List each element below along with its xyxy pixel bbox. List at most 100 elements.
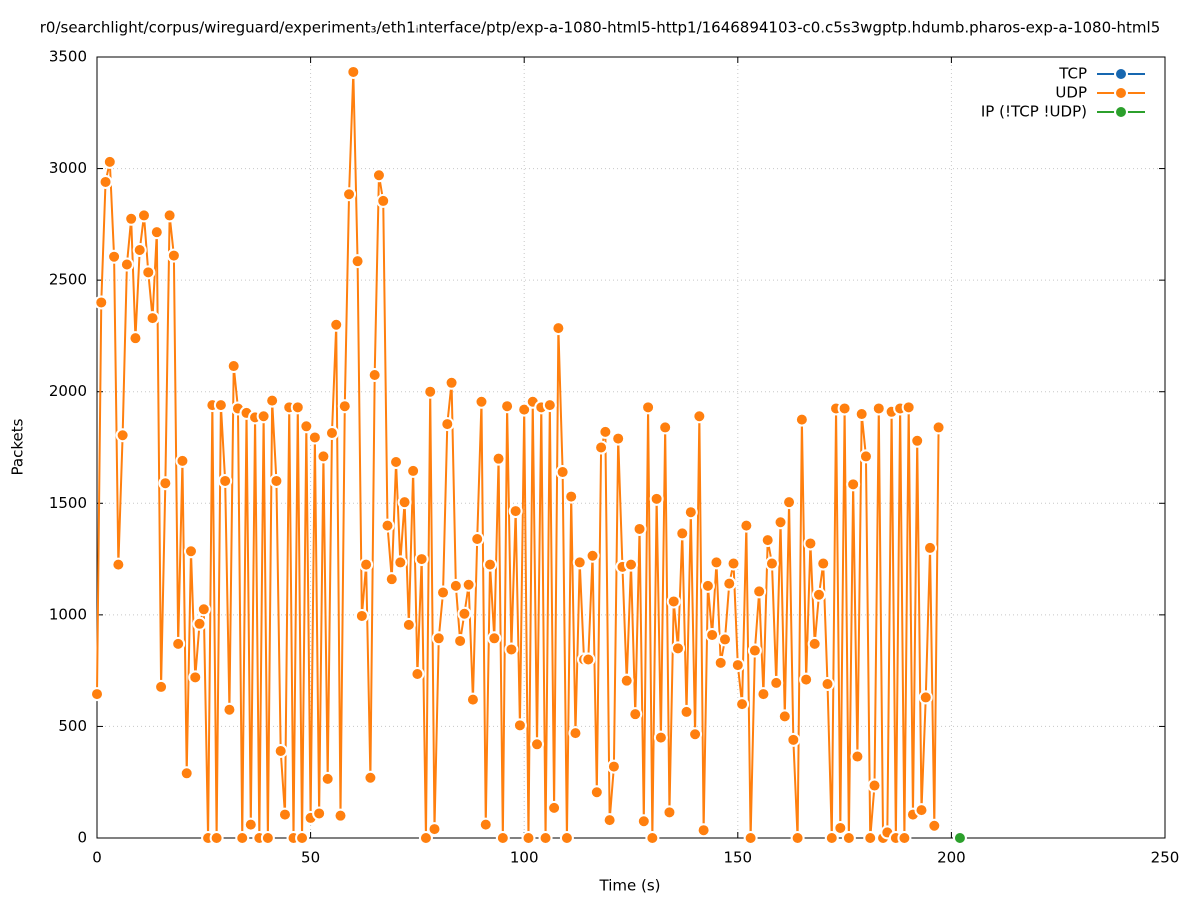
- x-axis-label: Time (s): [599, 877, 661, 895]
- data-point: [316, 449, 331, 464]
- data-point: [726, 556, 741, 571]
- data-point: [406, 463, 421, 478]
- data-point: [594, 440, 609, 455]
- legend-swatch: [1114, 105, 1128, 119]
- data-point: [474, 394, 489, 409]
- data-point: [192, 616, 207, 631]
- data-point: [453, 633, 468, 648]
- legend-swatch: [1114, 86, 1128, 100]
- data-point: [290, 400, 305, 415]
- data-point: [670, 641, 685, 656]
- data-point: [277, 807, 292, 822]
- data-point: [98, 174, 113, 189]
- data-point: [811, 587, 826, 602]
- data-point: [512, 718, 527, 733]
- data-point: [124, 211, 139, 226]
- data-point: [824, 831, 839, 845]
- data-point: [790, 831, 805, 845]
- data-point: [111, 557, 126, 572]
- data-point: [354, 608, 369, 623]
- data-point: [414, 552, 429, 567]
- data-point: [542, 398, 557, 413]
- data-point: [581, 652, 596, 667]
- data-point: [807, 636, 822, 651]
- data-point: [218, 473, 233, 488]
- data-point: [666, 594, 681, 609]
- data-point: [636, 814, 651, 829]
- data-point: [495, 831, 510, 845]
- data-point: [867, 778, 882, 793]
- data-point: [799, 672, 814, 687]
- y-tick-label: 2000: [49, 382, 87, 400]
- data-point: [440, 417, 455, 432]
- data-point: [547, 800, 562, 815]
- data-point: [760, 533, 775, 548]
- data-point: [918, 690, 933, 705]
- data-point: [782, 495, 797, 510]
- data-point: [337, 399, 352, 414]
- data-point: [683, 505, 698, 520]
- data-point: [910, 433, 925, 448]
- data-point: [850, 749, 865, 764]
- data-point: [363, 770, 378, 785]
- data-point: [273, 743, 288, 758]
- data-point: [367, 367, 382, 382]
- data-point: [756, 687, 771, 702]
- data-point: [213, 398, 228, 413]
- data-point: [572, 555, 587, 570]
- data-point: [564, 489, 579, 504]
- data-point: [346, 64, 361, 79]
- x-tick-label: 150: [723, 849, 752, 867]
- data-point: [722, 576, 737, 591]
- data-point: [171, 636, 186, 651]
- data-point: [188, 670, 203, 685]
- data-point: [461, 577, 476, 592]
- data-point: [794, 412, 809, 427]
- data-point: [777, 709, 792, 724]
- data-point: [705, 627, 720, 642]
- data-point: [696, 823, 711, 838]
- data-point: [589, 785, 604, 800]
- data-point: [688, 727, 703, 742]
- data-point: [333, 808, 348, 823]
- data-point: [350, 254, 365, 269]
- series-line: [96, 71, 940, 841]
- data-point: [115, 428, 130, 443]
- data-point: [342, 187, 357, 202]
- data-point: [786, 732, 801, 747]
- data-point: [295, 831, 310, 845]
- data-point: [769, 675, 784, 690]
- y-tick-label: 1500: [49, 494, 87, 512]
- data-point: [923, 540, 938, 555]
- data-point: [679, 704, 694, 719]
- data-point: [803, 536, 818, 551]
- data-point: [465, 692, 480, 707]
- data-point: [611, 431, 626, 446]
- data-point: [269, 473, 284, 488]
- data-point: [854, 407, 869, 422]
- data-point: [90, 687, 104, 702]
- data-point: [658, 420, 673, 435]
- plot-border: [96, 56, 1166, 839]
- data-point: [517, 402, 532, 417]
- data-point: [141, 265, 156, 280]
- data-point: [833, 820, 848, 835]
- data-point: [457, 606, 472, 621]
- data-point: [675, 526, 690, 541]
- data-point: [256, 409, 271, 424]
- data-point: [952, 831, 967, 845]
- data-point: [102, 154, 117, 169]
- data-point: [397, 495, 412, 510]
- data-point: [628, 707, 643, 722]
- x-tick-label: 0: [92, 849, 102, 867]
- data-point: [632, 521, 647, 536]
- data-point: [418, 831, 433, 845]
- data-point: [837, 401, 852, 416]
- data-point: [162, 208, 177, 223]
- data-point: [700, 578, 715, 593]
- data-point: [568, 726, 583, 741]
- data-point: [914, 803, 929, 818]
- data-point: [504, 642, 519, 657]
- data-point: [149, 225, 164, 240]
- data-point: [555, 465, 570, 480]
